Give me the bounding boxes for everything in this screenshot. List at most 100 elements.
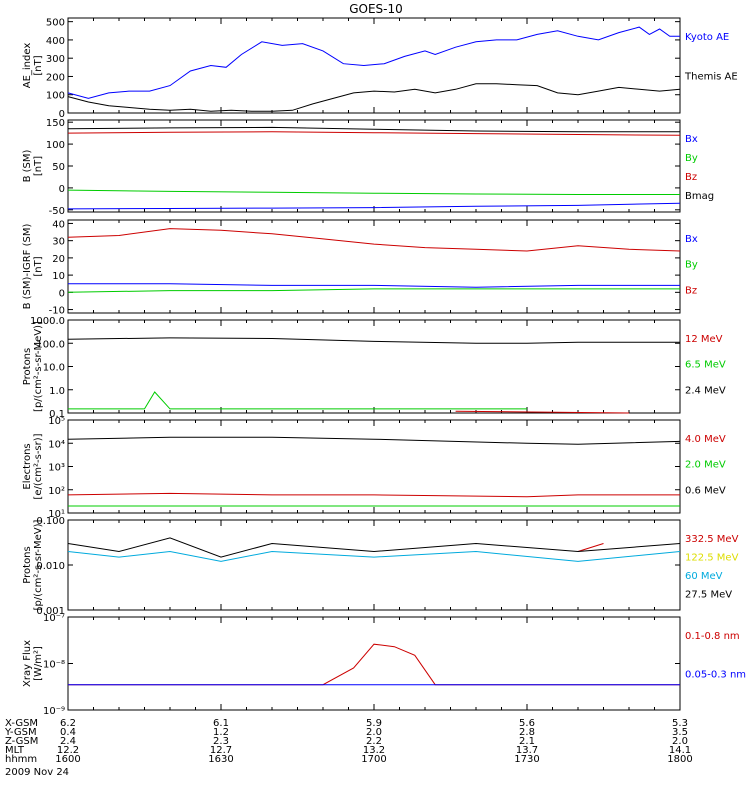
x-tick-label: 2.0 [366, 727, 382, 738]
series-line [67, 537, 681, 558]
y-tick-label: 0.001 [36, 606, 65, 617]
series-line [67, 83, 681, 112]
y-axis-label: Xray Flux[W/m²] [22, 640, 44, 687]
series-line [455, 410, 630, 414]
legend-label: Kyoto AE [685, 32, 729, 43]
y-tick-label: 10⁻⁹ [43, 706, 65, 717]
panel-frame [67, 616, 681, 711]
series-line [67, 126, 680, 133]
y-axis-label-line: Xray Flux [22, 640, 33, 687]
x-tick-label: 13.2 [363, 745, 385, 756]
y-tick-label: 500 [46, 18, 65, 29]
panel-2: -50 0 50 100 150 B (SM)[nT] Bx By Bz Bmag [22, 118, 714, 217]
chart-title: GOES-10 [349, 2, 403, 16]
y-tick-label: 10² [48, 486, 65, 497]
x-tick-label: 6.2 [60, 718, 76, 729]
legend-label: By [685, 153, 698, 164]
x-tick-label: 2.0 [672, 736, 688, 747]
y-axis-label-line: [nT] [33, 256, 44, 276]
y-tick-label: 10⁴ [48, 439, 65, 450]
series-line [67, 189, 680, 195]
y-tick-label: 1.0 [49, 386, 65, 397]
series-line [67, 337, 680, 344]
y-tick-label: 10⁻⁷ [43, 613, 65, 624]
y-tick-label: 300 [46, 54, 65, 65]
x-tick-label: 3.5 [672, 727, 688, 738]
x-tick-label: 6.1 [213, 718, 229, 729]
x-tick-label: 5.9 [366, 718, 382, 729]
x-tick-label: 0.4 [60, 727, 76, 738]
legend-label: By [685, 260, 698, 271]
legend-label: 4.0 MeV [685, 434, 726, 445]
panel-frame [67, 319, 681, 414]
y-axis-label: B (SM)[nT] [22, 149, 44, 182]
y-axis-label-line: Protons [22, 348, 33, 385]
x-tick-label: 2.4 [60, 736, 76, 747]
y-axis-label-line: Protons [22, 546, 33, 583]
panel-frame [67, 119, 681, 213]
x-tick-label: 1600 [55, 754, 80, 765]
y-tick-label: 30 [52, 237, 65, 248]
y-tick-label: 10⁵ [48, 416, 65, 427]
x-tick-label: 13.7 [516, 745, 538, 756]
y-axis-label: B (SM)-IGRF (SM)[nT] [22, 224, 44, 310]
series-line [67, 492, 680, 498]
y-axis-label-line: [nT] [33, 55, 44, 75]
legend-label: 6.5 MeV [685, 360, 726, 371]
legend-label: Themis AE [684, 72, 738, 83]
series-line [68, 391, 527, 410]
x-tick-label: 2.2 [366, 736, 382, 747]
x-tick-label: 1700 [361, 754, 386, 765]
x-tick-label: 1630 [208, 754, 233, 765]
y-tick-label: 0.100 [36, 516, 65, 527]
y-tick-label: 10.0 [43, 363, 65, 374]
legend-label: Bx [685, 134, 698, 145]
x-axis-row-label: Y-GSM [4, 727, 37, 738]
y-tick-label: 10 [52, 271, 65, 282]
x-tick-label: 2.8 [519, 727, 535, 738]
panel-4: 0.1 1.0 10.0 100.0 1000.0Protons[p/(cm²-s-sr… [22, 316, 726, 420]
y-tick-label: 100 [46, 140, 65, 151]
y-tick-label: 1000.0 [30, 316, 65, 327]
y-tick-label: -50 [49, 206, 65, 217]
y-axis-label-line: [nT] [33, 156, 44, 176]
y-tick-label: 40 [52, 219, 65, 230]
y-tick-label: 0.1 [49, 409, 65, 420]
x-tick-label: 5.6 [519, 718, 535, 729]
panel-7: 10⁻⁹ 10⁻⁸ 10⁻⁷ Xray Flux[W/m²] 0.1-0.8 nm 0.0… [22, 613, 746, 717]
y-tick-label: 50 [52, 162, 65, 173]
y-axis-label-line: B (SM) [22, 149, 33, 182]
x-tick-label: 2.1 [519, 736, 535, 747]
panel-5: 10¹ 10² 10³ 10⁴ 10⁵ Electrons[e/(cm²-s-sr)] 4.… [22, 416, 726, 520]
x-tick-label: 5.3 [672, 718, 688, 729]
panel-3: -10 0 10 20 30 40 B (SM)-IGRF (SM)[nT] Bx By Bz [22, 219, 698, 316]
series-line [68, 643, 680, 686]
x-tick-label: 1800 [667, 754, 692, 765]
y-tick-label: 100.0 [36, 339, 65, 350]
y-axis-label: Electrons[e/(cm²-s-sr)] [22, 433, 44, 499]
legend-label: 0.05-0.3 nm [685, 670, 746, 681]
y-tick-label: 0.010 [36, 561, 65, 572]
x-axis-row-label: hhmm [5, 754, 37, 765]
panel-frame [67, 519, 681, 611]
x-tick-label: 14.1 [669, 745, 691, 756]
y-axis-label-line: [W/m²] [33, 646, 44, 681]
series-line [577, 543, 604, 552]
series-line [67, 436, 681, 445]
legend-label: 0.6 MeV [685, 485, 726, 496]
panel-6: 0.0010.0100.100Protons[p/(cm²-s-sr-MeV)]… [22, 516, 739, 617]
x-tick-label: 12.2 [57, 745, 79, 756]
y-tick-label: 20 [52, 254, 65, 265]
y-axis-label: Protons[p/(cm²-s-sr-MeV)] [22, 321, 44, 412]
series-line [67, 26, 680, 99]
y-axis-label-line: Electrons [22, 443, 33, 489]
legend-label: 2.0 MeV [685, 460, 726, 471]
legend-label: 12 MeV [685, 334, 723, 345]
y-axis-label-line: [e/(cm²-s-sr)] [33, 433, 44, 499]
series-line [67, 228, 681, 252]
legend-label: 60 MeV [685, 571, 723, 582]
legend-label: 27.5 MeV [685, 590, 732, 601]
x-tick-label: 12.7 [210, 745, 232, 756]
